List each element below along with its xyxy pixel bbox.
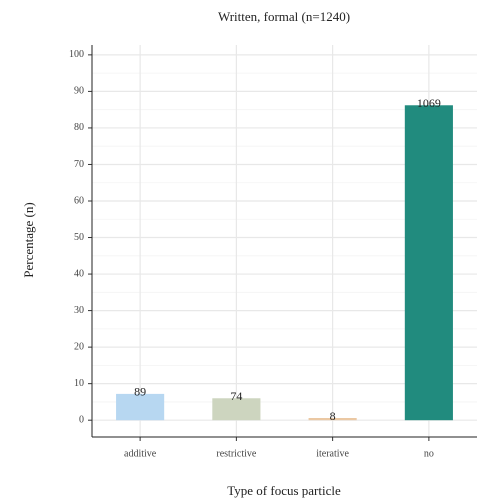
y-tick-label: 40	[74, 268, 84, 279]
y-tick-label: 0	[79, 414, 84, 425]
data-label: 1069	[417, 96, 441, 110]
bar	[404, 105, 453, 421]
x-tick-label: additive	[124, 448, 157, 459]
data-label: 89	[134, 385, 146, 399]
y-tick-label: 100	[69, 49, 84, 60]
y-tick-label: 20	[74, 341, 84, 352]
y-tick-label: 10	[74, 378, 84, 389]
y-tick-label: 30	[74, 305, 84, 316]
data-label: 74	[230, 389, 242, 403]
bar	[212, 398, 261, 421]
x-tick-label: iterative	[316, 448, 349, 459]
y-tick-label: 80	[74, 122, 84, 133]
chart-title: Written, formal (n=1240)	[218, 9, 350, 24]
y-axis-label: Percentage (n)	[21, 202, 36, 277]
x-tick-label: restrictive	[216, 448, 257, 459]
bar	[308, 418, 357, 421]
y-tick-label: 70	[74, 159, 84, 170]
y-tick-label: 50	[74, 232, 84, 243]
x-axis-label: Type of focus particle	[227, 483, 341, 498]
bar	[116, 393, 165, 421]
y-tick-label: 60	[74, 195, 84, 206]
data-label: 8	[330, 409, 336, 423]
x-tick-label: no	[424, 448, 434, 459]
y-tick-label: 90	[74, 86, 84, 97]
